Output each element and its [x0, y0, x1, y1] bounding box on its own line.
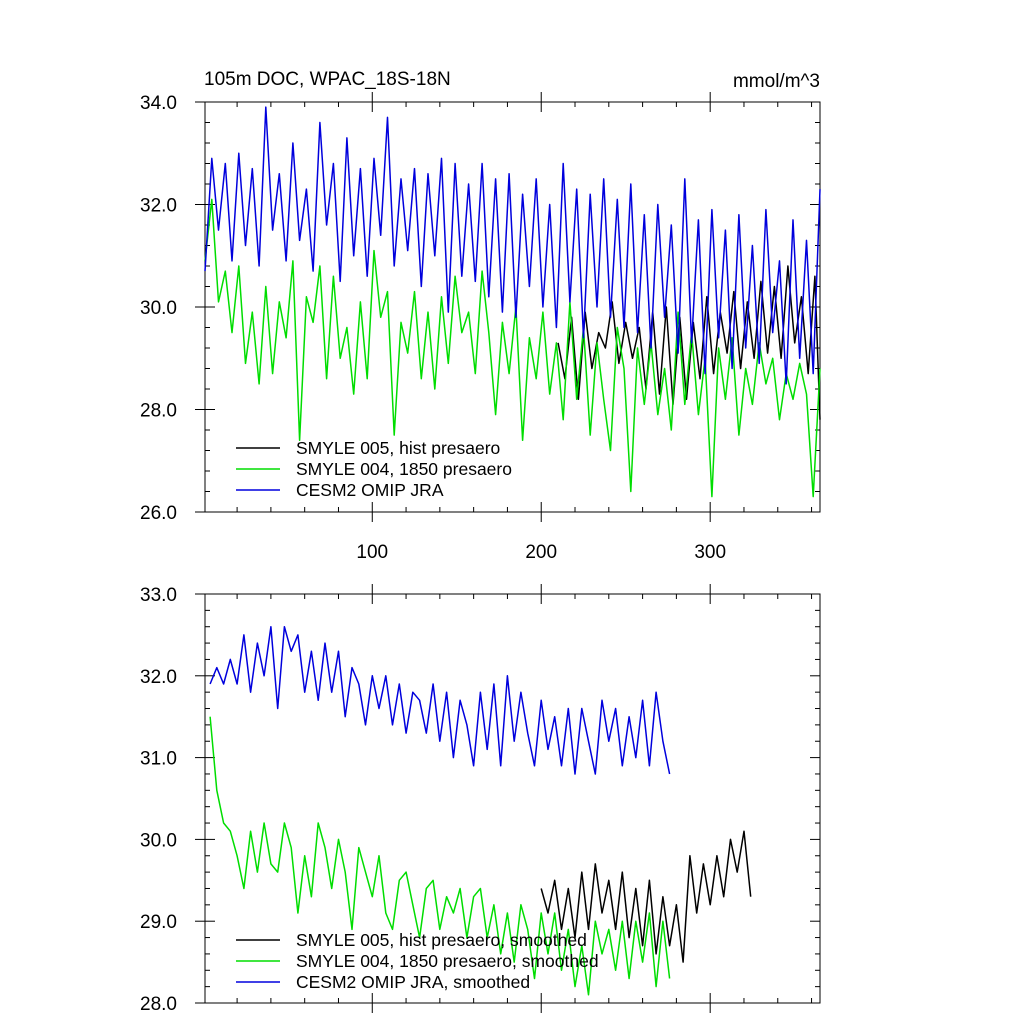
- plot-frame: [204, 593, 821, 1004]
- legend-label: CESM2 OMIP JRA: [296, 480, 444, 500]
- series-line-0: [557, 265, 821, 420]
- y-tick-label: 29.0: [140, 912, 177, 933]
- bottom-panel: 28.0 29.0 30.0 31.0 32.0 33.0 SMYLE 005, hist …: [140, 584, 821, 1015]
- legend-label: SMYLE 004, 1850 presaero: [296, 459, 512, 479]
- x-tick-label: 100: [356, 542, 388, 563]
- figure-title: 105m DOC, WPAC_18S-18N: [204, 69, 451, 90]
- y-tick-label: 30.0: [140, 298, 177, 319]
- y-tick-label: 28.0: [140, 401, 177, 422]
- series-line-1: [204, 198, 821, 498]
- legend-label: SMYLE 004, 1850 presaero, smoothed: [296, 951, 599, 971]
- y-tick-label: 28.0: [140, 994, 177, 1015]
- series-line-2: [204, 106, 821, 385]
- y-tick-label: 34.0: [140, 93, 177, 114]
- x-tick-label: 200: [525, 542, 557, 563]
- y-tick-label: 30.0: [140, 830, 177, 851]
- legend-label: SMYLE 005, hist presaero: [296, 438, 500, 458]
- y-tick-label: 32.0: [140, 196, 177, 217]
- top-panel: 26.0 28.0 30.0 32.0 34.0 100 200 300 SMYLE 005, …: [140, 92, 821, 563]
- series-line-0: [540, 830, 752, 963]
- legend-label: SMYLE 005, hist presaero, smoothed: [296, 930, 587, 950]
- units-label: mmol/m^3: [733, 71, 820, 92]
- y-tick-label: 31.0: [140, 749, 177, 770]
- legend-label: CESM2 OMIP JRA, smoothed: [296, 972, 530, 992]
- y-tick-label: 32.0: [140, 667, 177, 688]
- y-tick-label: 26.0: [140, 503, 177, 524]
- series-line-2: [209, 625, 671, 775]
- series-line-1: [209, 716, 671, 996]
- x-tick-label: 300: [694, 542, 726, 563]
- y-tick-label: 33.0: [140, 585, 177, 606]
